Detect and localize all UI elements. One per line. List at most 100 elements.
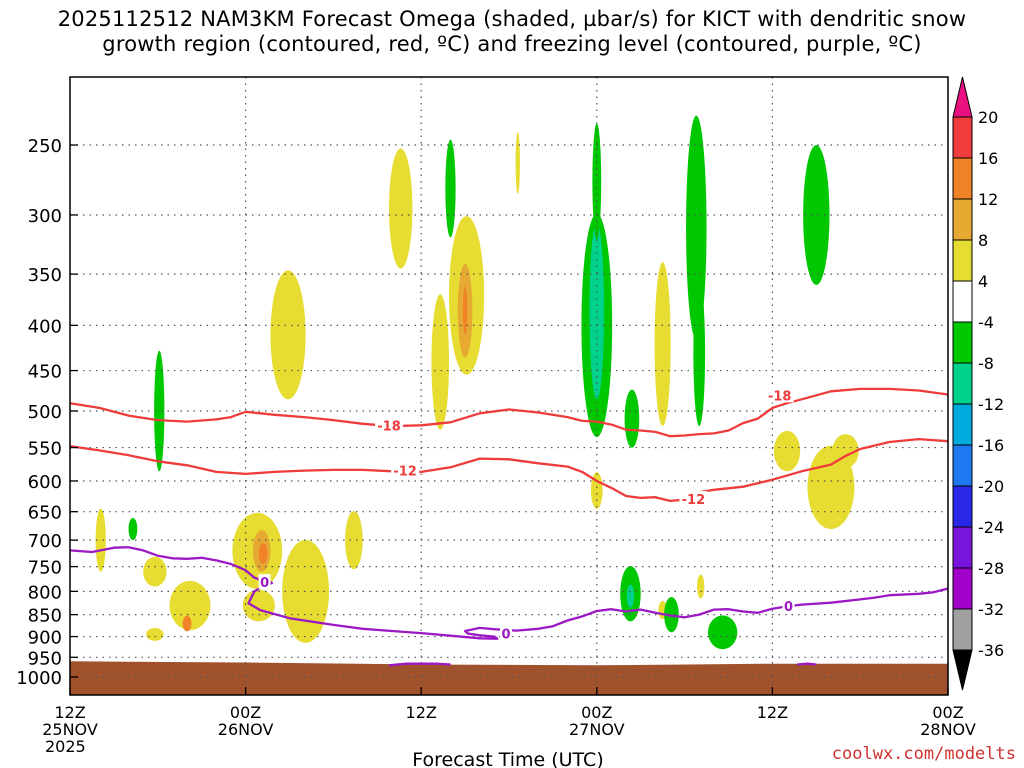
omega-shading-layer: [95, 115, 859, 650]
y-tick-label: 550: [28, 439, 62, 460]
omega-region: [242, 589, 275, 622]
omega-region: [182, 615, 192, 632]
omega-region: [803, 145, 830, 285]
x-tick-label: 27NOV: [569, 720, 625, 739]
credit-text: coolwx.com/modelts: [831, 744, 1016, 764]
dgz-contour-label: -12: [393, 465, 417, 480]
dgz-contour-label: -18: [768, 389, 792, 404]
x-tick-label: 26NOV: [218, 720, 274, 739]
dgz-contour-label: -12: [682, 493, 706, 508]
y-tick-label: 950: [28, 648, 62, 669]
omega-region: [445, 139, 456, 238]
freezing-level-contour: [388, 662, 451, 667]
y-tick-label: 1000: [16, 668, 62, 689]
colorbar-segment: [952, 239, 973, 282]
colorbar-top-arrow: [952, 76, 973, 118]
colorbar-label: 12: [978, 190, 998, 209]
dgz-contour-label-bg: [765, 387, 794, 403]
y-tick-label: 250: [28, 136, 62, 157]
colorbar-label: -28: [978, 559, 1004, 578]
freezing-level-contour: [797, 662, 817, 666]
x-tick-label: 00Z: [581, 703, 612, 722]
y-tick-label: 650: [28, 503, 62, 524]
colorbar-segment: [952, 444, 973, 487]
omega-region: [128, 517, 138, 541]
plot-border: [69, 76, 949, 696]
colorbar-label: 20: [978, 108, 998, 127]
colorbar-segment: [952, 362, 973, 405]
omega-region: [95, 508, 106, 572]
omega-region: [169, 580, 211, 631]
colorbar-segment: [952, 198, 973, 241]
omega-region: [693, 280, 706, 427]
omega-region: [773, 430, 801, 472]
x-tick-label: 25NOV: [42, 720, 98, 739]
chart-title-line1: 2025112512 NAM3KM Forecast Omega (shaded…: [57, 7, 967, 31]
colorbar-label: -20: [978, 477, 1004, 496]
colorbar-label: -36: [978, 641, 1004, 660]
y-tick-label: 850: [28, 606, 62, 627]
x-tick-label: 00Z: [932, 703, 963, 722]
dgz-contour-label-bg: [375, 417, 404, 433]
omega-region: [431, 294, 450, 430]
x-tick-label: 28NOV: [920, 720, 976, 739]
omega-region: [270, 270, 306, 400]
chart-title-line2: growth region (contoured, red, ºC) and f…: [102, 32, 922, 56]
omega-region: [345, 511, 363, 570]
y-axis-ticks: 2503003504004505005506006507007508008509…: [16, 136, 78, 689]
dgz-contour-label-bg: [679, 491, 708, 507]
colorbar-segment: [952, 116, 973, 159]
freezing-level-contour-label-bg: [500, 625, 513, 641]
colorbar: 20 16 12 8 4 -4 -8 -12 -16 -20 -24 -28 -32 -36: [952, 76, 1004, 691]
x-tick-label: 12Z: [757, 703, 788, 722]
colorbar-label: -8: [978, 354, 994, 373]
omega-region: [708, 615, 738, 650]
terrain-fill: [70, 661, 948, 695]
y-tick-label: 750: [28, 558, 62, 579]
freezing-level-contour-label: 0: [784, 600, 793, 615]
y-tick-label: 400: [28, 316, 62, 337]
colorbar-segment: [952, 157, 973, 200]
freezing-level-contour-label-bg: [258, 574, 271, 590]
x-tick-label: 12Z: [54, 703, 85, 722]
dgz-contour-label-bg: [391, 462, 420, 478]
y-tick-label: 300: [28, 206, 62, 227]
colorbar-label: -4: [978, 313, 994, 332]
omega-region: [146, 628, 164, 641]
colorbar-label: -32: [978, 600, 1004, 619]
omega-region: [143, 556, 167, 587]
colorbar-label: -12: [978, 395, 1004, 414]
contours-layer: -18 -18 -12 -12 0 0 0: [70, 387, 948, 667]
y-tick-label: 700: [28, 531, 62, 552]
terrain-layer: [70, 661, 948, 695]
freezing-level-contour: [70, 546, 948, 640]
omega-region: [686, 115, 707, 340]
dgz-contour: [70, 437, 948, 503]
omega-region: [154, 350, 165, 472]
omega-region: [624, 389, 640, 448]
omega-region: [589, 222, 605, 400]
colorbar-segment: [952, 608, 973, 651]
dgz-contour: [70, 387, 948, 438]
omega-region: [258, 543, 268, 565]
colorbar-label: 4: [978, 272, 988, 291]
x-axis-label: Forecast Time (UTC): [412, 749, 603, 768]
x-tick-label: 2025: [45, 737, 86, 756]
colorbar-segment: [952, 526, 973, 569]
y-tick-label: 800: [28, 582, 62, 603]
colorbar-label: -24: [978, 518, 1004, 537]
colorbar-segment: [952, 567, 973, 610]
colorbar-bottom-arrow: [952, 649, 973, 691]
colorbar-segment: [952, 403, 973, 446]
y-tick-label: 900: [28, 628, 62, 649]
y-tick-label: 350: [28, 265, 62, 286]
omega-region: [389, 148, 413, 269]
colorbar-label: 16: [978, 149, 998, 168]
omega-region: [654, 262, 671, 427]
omega-region: [282, 539, 330, 643]
y-tick-label: 450: [28, 362, 62, 383]
freezing-level-contour-label-bg: [782, 597, 795, 613]
plot-frame: [69, 76, 949, 696]
